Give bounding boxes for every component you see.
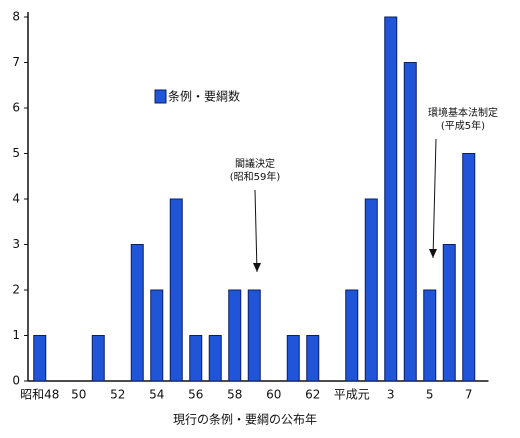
legend-label: 条例・要綱数 (168, 89, 240, 104)
bar (130, 244, 144, 382)
bar (423, 289, 437, 382)
x-tick-label: 56 (188, 388, 203, 402)
bar (345, 289, 359, 382)
bar (306, 335, 320, 382)
y-tick-label: 4 (12, 192, 20, 206)
bar (228, 289, 242, 382)
x-tick-label: 5 (426, 388, 434, 402)
x-tick-label: 平成元 (334, 388, 370, 402)
x-tick-label: 60 (266, 388, 281, 402)
annotation: (平成5年) (441, 119, 485, 132)
x-axis-title: 現行の条例・要綱の公布年 (173, 413, 317, 427)
bar (33, 335, 47, 382)
annotation: 環境基本法制定 (428, 106, 498, 119)
y-tick-label: 0 (12, 374, 20, 388)
bar (150, 289, 164, 382)
x-tick-label: 昭和48 (20, 388, 59, 402)
x-tick-label: 54 (149, 388, 164, 402)
arrow-head (253, 263, 261, 272)
y-tick-label: 2 (12, 283, 20, 297)
bar (403, 62, 417, 382)
annotation: 閣議決定 (235, 157, 275, 170)
x-tick-label: 3 (387, 388, 395, 402)
y-tick-label: 1 (12, 328, 20, 342)
y-tick-label: 5 (12, 146, 20, 160)
x-tick-label: 7 (465, 388, 473, 402)
bar (169, 198, 183, 382)
arrow-head (429, 249, 437, 258)
x-tick-label: 58 (227, 388, 242, 402)
legend-swatch (154, 89, 167, 104)
bar (442, 244, 456, 382)
bar (91, 335, 105, 382)
bar (247, 289, 261, 382)
x-tick-label: 62 (305, 388, 320, 402)
x-tick-label: 50 (71, 388, 86, 402)
bar (286, 335, 300, 382)
bar (364, 198, 378, 382)
y-tick-label: 8 (12, 10, 20, 24)
y-tick-label: 7 (12, 55, 20, 69)
bar (384, 16, 398, 382)
bar (208, 335, 222, 382)
y-tick-label: 6 (12, 101, 20, 115)
bar (189, 335, 203, 382)
bar (462, 153, 476, 382)
y-tick-label: 3 (12, 237, 20, 251)
annotation-arrow (254, 189, 258, 273)
annotation-arrow (432, 138, 437, 259)
x-tick-label: 52 (110, 388, 125, 402)
annotation: (昭和59年) (230, 170, 281, 183)
